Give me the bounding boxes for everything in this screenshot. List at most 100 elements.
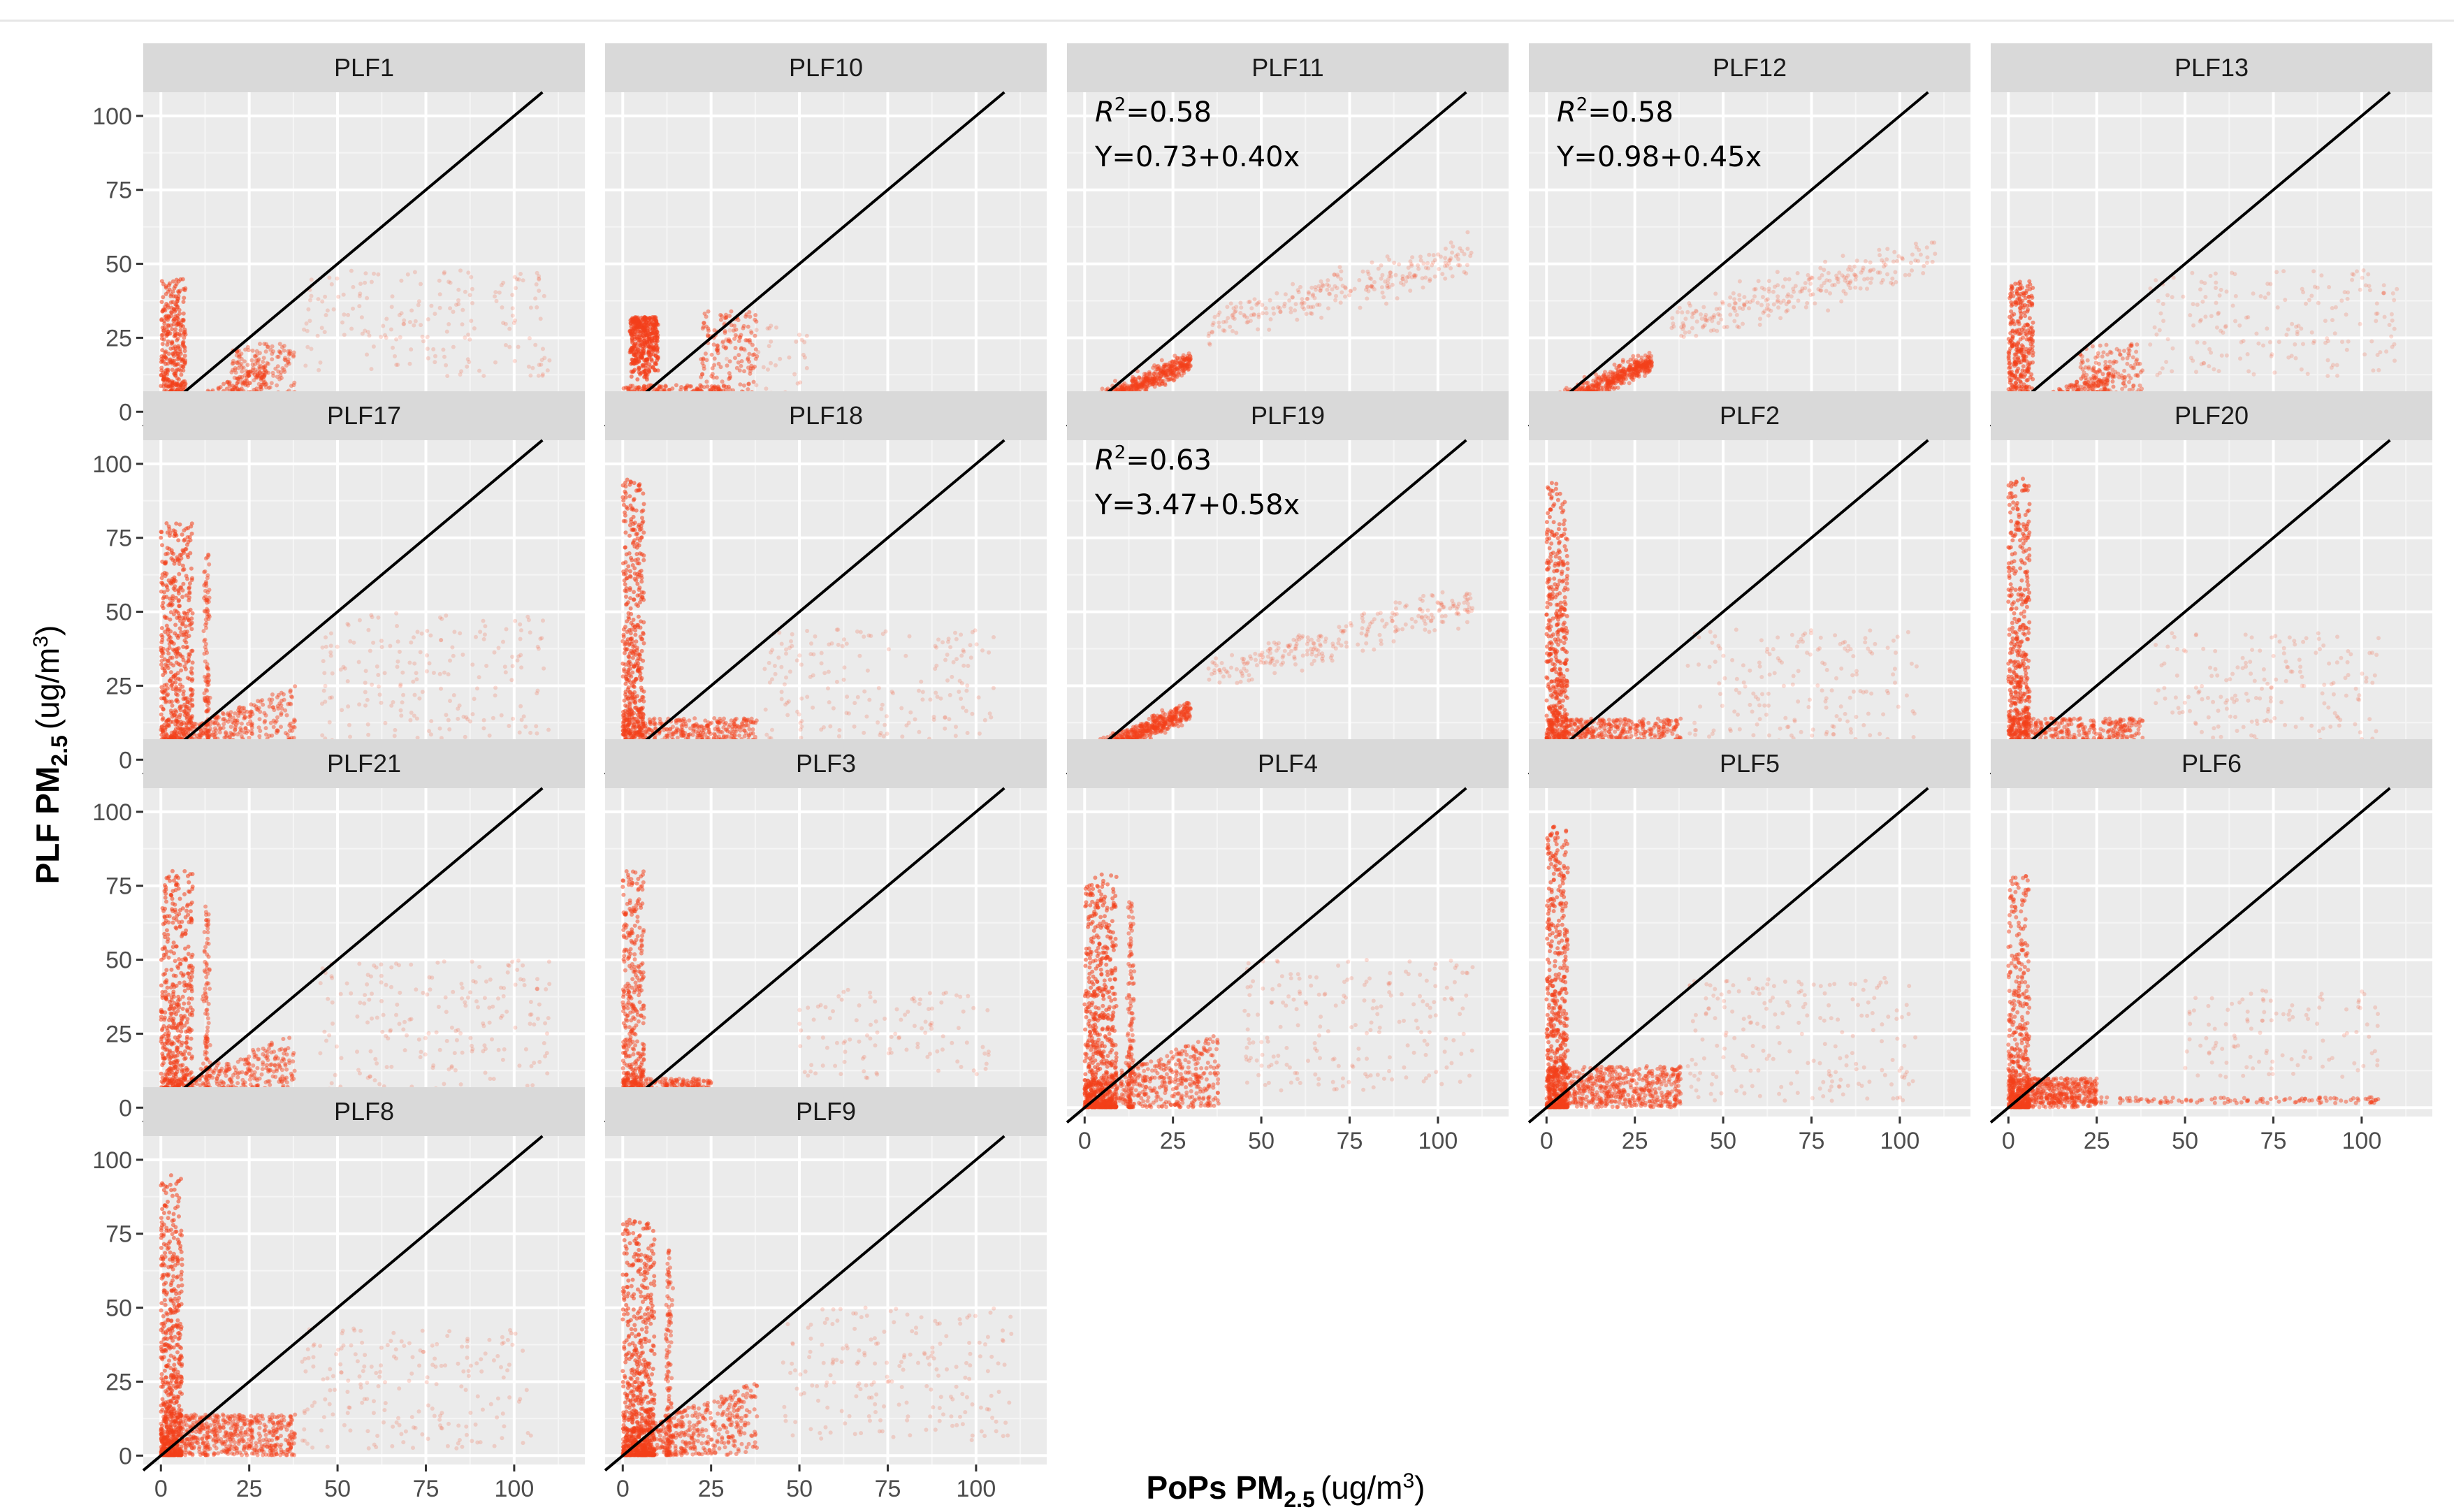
data-point: [746, 356, 750, 361]
data-point: [160, 333, 164, 337]
data-point: [181, 379, 185, 384]
data-point: [715, 376, 719, 380]
data-point: [161, 342, 165, 346]
data-point: [169, 324, 173, 328]
data-point: [351, 285, 355, 289]
data-point: [170, 368, 175, 372]
data-point: [747, 360, 751, 364]
data-point: [179, 372, 183, 377]
data-point: [510, 293, 514, 297]
data-point: [162, 321, 166, 326]
data-point: [747, 339, 751, 343]
data-point: [164, 362, 168, 366]
data-point: [177, 356, 181, 361]
data-point: [749, 366, 753, 370]
data-point: [408, 362, 412, 366]
data-point: [547, 358, 551, 363]
data-point: [469, 275, 473, 279]
data-point: [716, 349, 720, 353]
data-point: [291, 354, 296, 358]
data-point: [756, 350, 760, 354]
data-point: [753, 352, 757, 356]
data-point: [720, 379, 725, 384]
data-point: [270, 351, 274, 356]
data-point: [174, 384, 178, 388]
data-point: [1160, 358, 1164, 363]
data-point: [368, 333, 372, 337]
data-point: [653, 362, 658, 366]
data-point: [398, 335, 402, 340]
data-point: [173, 344, 177, 349]
data-point: [231, 362, 235, 366]
y-tick-label: 25: [106, 325, 132, 351]
data-point: [262, 356, 266, 360]
data-point: [342, 293, 346, 297]
data-point: [255, 370, 259, 375]
data-point: [1267, 328, 1271, 332]
data-point: [466, 333, 470, 337]
data-point: [247, 381, 252, 385]
data-point: [275, 355, 279, 359]
data-point: [323, 330, 327, 334]
data-point: [317, 368, 321, 372]
data-point: [1142, 381, 1147, 385]
data-point: [511, 306, 515, 310]
data-point: [182, 312, 186, 316]
data-point: [342, 333, 347, 337]
data-point: [1428, 279, 1432, 283]
data-point: [320, 326, 324, 330]
data-point: [1433, 258, 1437, 262]
data-point: [164, 284, 168, 289]
data-point: [706, 328, 711, 333]
data-point: [729, 310, 734, 314]
data-point: [178, 349, 182, 354]
data-point: [734, 346, 738, 350]
data-point: [169, 300, 173, 305]
data-point: [500, 305, 504, 310]
data-point: [1392, 261, 1396, 265]
data-point: [161, 309, 165, 313]
data-point: [233, 366, 238, 370]
data-point: [1423, 275, 1428, 279]
data-point: [256, 361, 260, 365]
data-point: [498, 291, 502, 295]
data-point: [217, 386, 221, 390]
data-point: [324, 313, 328, 317]
data-point: [177, 332, 182, 336]
data-point: [316, 334, 320, 338]
data-point: [1458, 263, 1462, 268]
data-point: [1365, 284, 1370, 289]
data-point: [653, 324, 658, 328]
data-point: [270, 344, 275, 349]
data-point: [172, 354, 176, 358]
data-point: [1443, 256, 1447, 260]
data-point: [1330, 287, 1335, 291]
data-point: [391, 294, 395, 298]
data-point: [640, 356, 644, 360]
data-point: [451, 310, 456, 314]
data-point: [330, 282, 334, 286]
data-point: [702, 321, 706, 325]
data-point: [521, 278, 525, 282]
data-point: [257, 365, 261, 369]
data-point: [1343, 295, 1347, 299]
data-point: [240, 381, 245, 385]
data-point: [1291, 296, 1295, 300]
data-point: [391, 346, 395, 350]
data-point: [1163, 363, 1168, 367]
data-point: [320, 300, 324, 304]
data-point: [340, 321, 344, 325]
data-point: [546, 368, 550, 372]
data-point: [769, 324, 773, 328]
data-point: [1339, 290, 1344, 294]
data-point: [642, 351, 646, 356]
data-point: [533, 343, 537, 347]
data-point: [537, 274, 541, 278]
data-point: [470, 287, 474, 291]
data-point: [511, 314, 515, 318]
data-point: [643, 340, 647, 344]
data-point: [1187, 358, 1191, 363]
data-point: [649, 357, 653, 361]
data-point: [1381, 295, 1386, 299]
data-point: [173, 327, 177, 331]
